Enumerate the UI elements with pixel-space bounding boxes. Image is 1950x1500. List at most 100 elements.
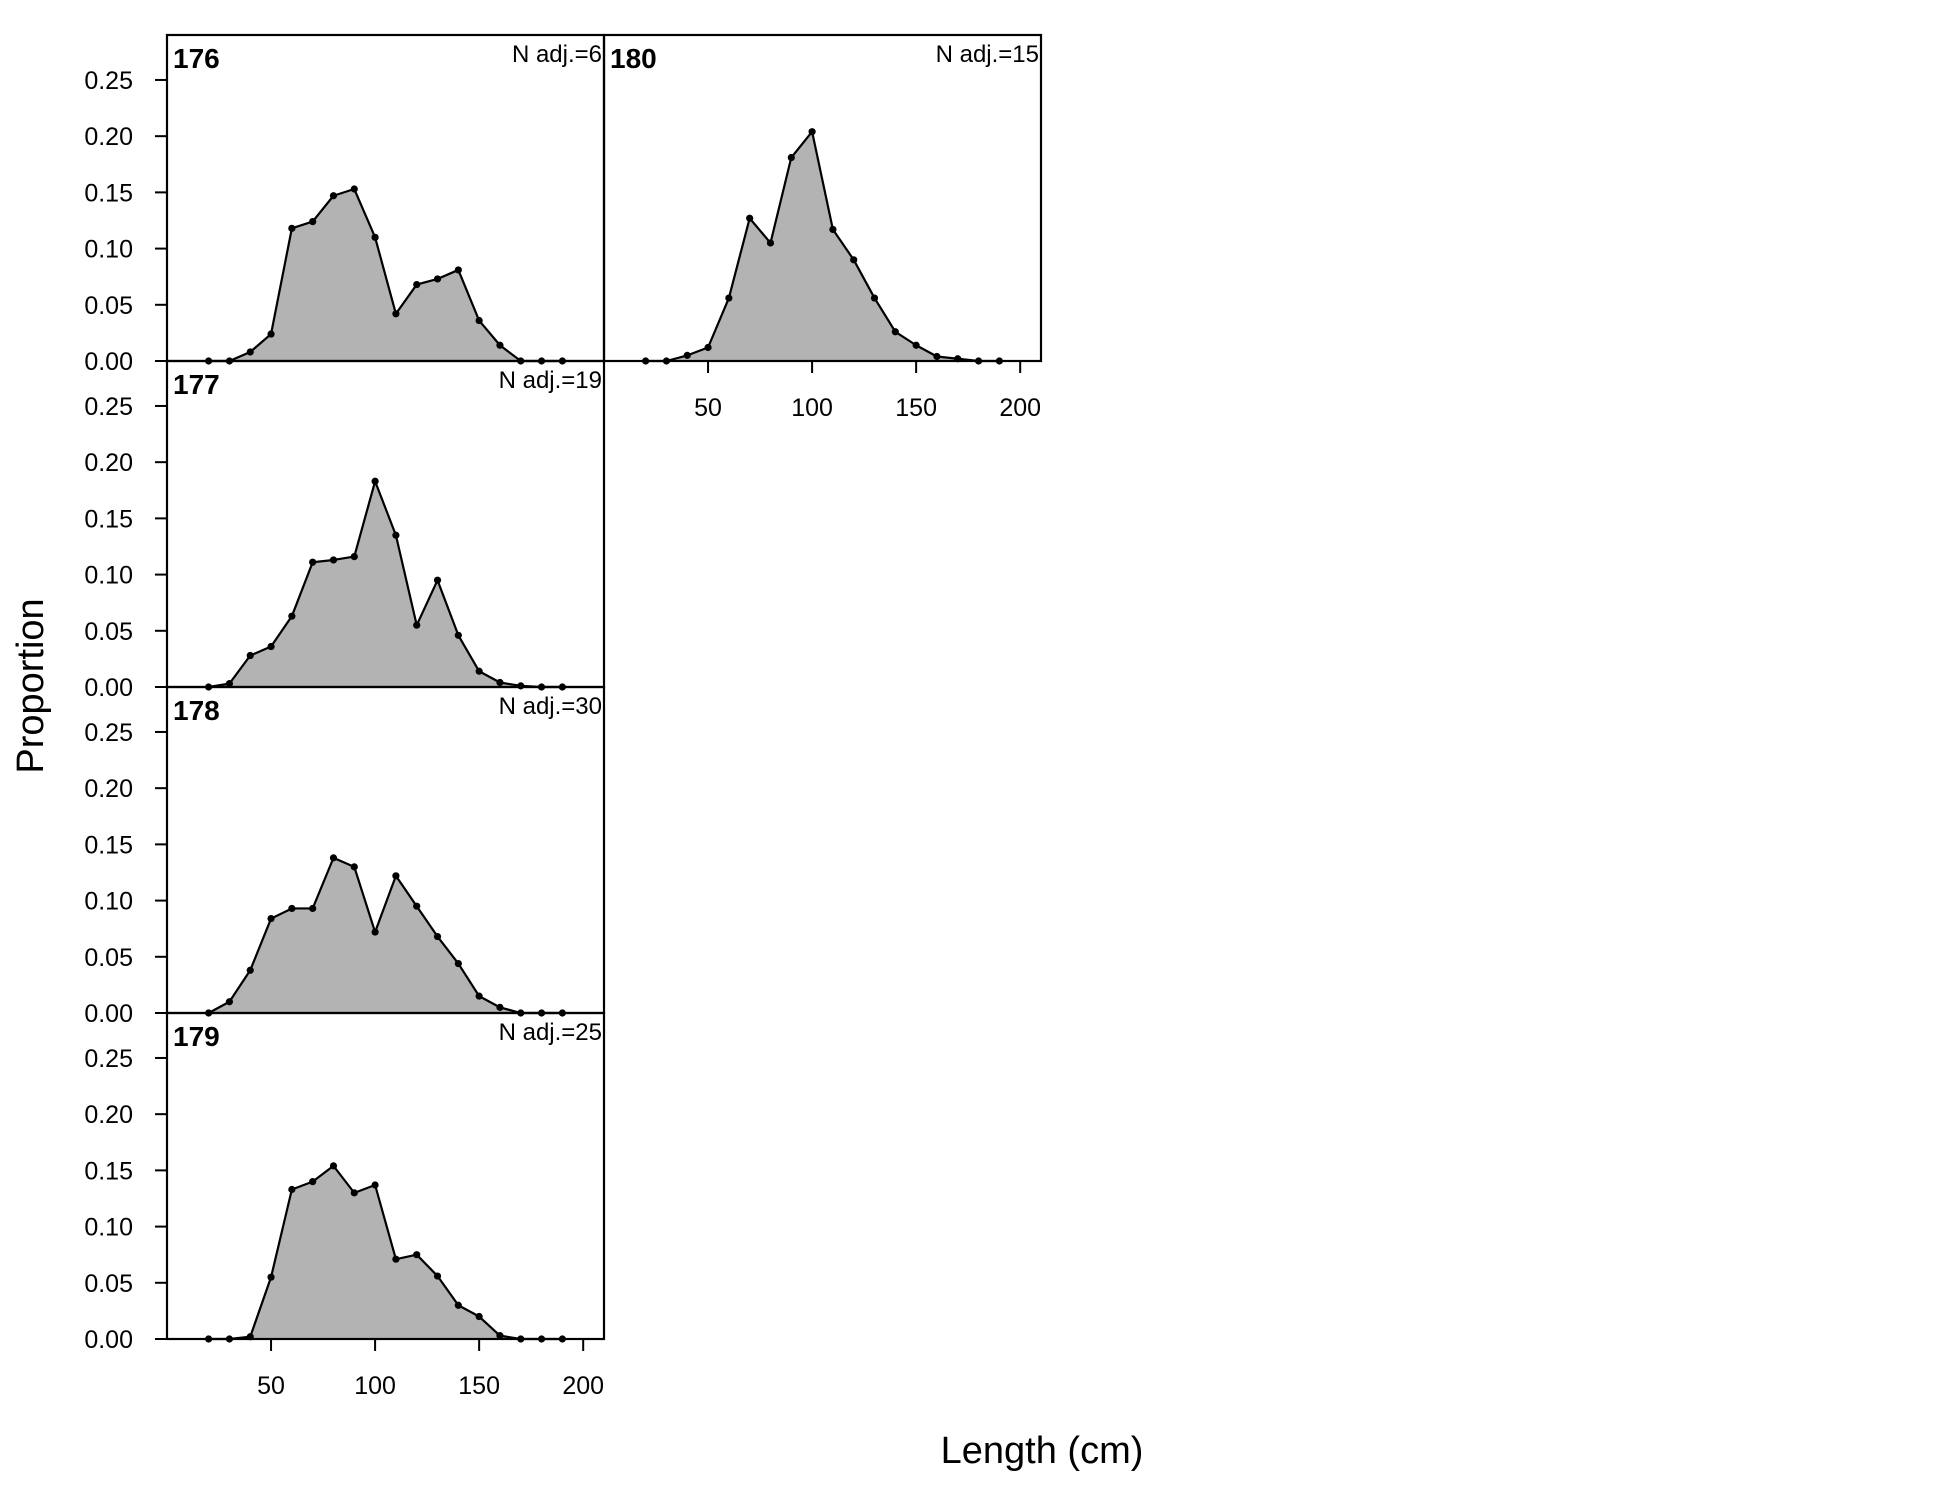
y-tick-label: 0.10 [84, 1214, 133, 1242]
data-point-180-80 [766, 239, 775, 247]
x-tick-label: 200 [562, 1372, 604, 1400]
data-point-177-140 [454, 631, 462, 639]
panel-179: 179 N adj.=25 0.00 0.05 0.10 0.15 0.20 0.25 50 10… [84, 1011, 606, 1400]
data-point-176-150 [475, 316, 483, 325]
data-point-179-130 [433, 1272, 442, 1280]
data-point-180-50 [704, 343, 712, 352]
y-tick-label: 0.15 [84, 505, 133, 533]
area-fill-177 [208, 481, 563, 687]
y-tick-label: 0.20 [84, 123, 133, 151]
data-point-180-160 [933, 352, 941, 361]
data-point-179-160 [496, 1332, 504, 1340]
y-tick-label: 0.25 [84, 719, 133, 747]
panel-n-label: N adj.=6 [512, 41, 602, 68]
data-point-179-110 [392, 1255, 400, 1263]
data-point-177-30 [225, 680, 234, 688]
area-fill-176 [208, 189, 563, 361]
y-tick-label: 0.10 [84, 888, 133, 916]
data-point-177-80 [329, 556, 338, 564]
area-fill-179 [208, 1165, 563, 1339]
data-point-177-60 [288, 612, 296, 620]
area-fill-178 [208, 857, 563, 1013]
data-point-178-100 [371, 928, 379, 936]
data-point-176-100 [371, 233, 379, 241]
y-tick-label: 0.00 [84, 1000, 133, 1028]
data-point-178-50 [267, 914, 275, 923]
y-axis-title: Proportion [10, 598, 52, 773]
data-point-178-80 [329, 854, 338, 862]
data-point-179-50 [267, 1273, 275, 1281]
x-tick-label: 50 [694, 394, 722, 422]
y-tick-label: 0.15 [84, 179, 133, 207]
panel-n-label: N adj.=30 [499, 693, 602, 720]
data-point-178-30 [225, 998, 234, 1006]
panel-178: 178 N adj.=30 0.00 0.05 0.10 0.15 0.20 0.25 [84, 685, 606, 1028]
data-point-177-100 [371, 477, 379, 485]
panel-177: 177 N adj.=19 0.00 0.05 0.10 0.15 0.20 0.25 [84, 359, 606, 702]
y-tick-label: 0.25 [84, 1045, 133, 1073]
data-point-178-110 [392, 872, 400, 880]
data-point-176-60 [288, 224, 296, 232]
data-point-178-150 [475, 992, 483, 1000]
data-point-176-130 [433, 275, 442, 283]
data-point-180-120 [850, 256, 858, 264]
x-tick-label: 50 [257, 1372, 285, 1400]
y-tick-label: 0.05 [84, 944, 133, 972]
data-point-179-140 [454, 1301, 462, 1309]
panel-n-label: N adj.=15 [936, 41, 1039, 68]
panel-id-label: 176 [173, 43, 220, 74]
panel-180: 180 N adj.=15 50 100 150 200 [602, 33, 1043, 422]
data-point-178-90 [350, 863, 358, 871]
y-tick-label: 0.25 [84, 67, 133, 95]
x-tick-label: 200 [999, 394, 1041, 422]
panel-n-label: N adj.=19 [499, 367, 602, 394]
data-point-179-150 [475, 1312, 483, 1321]
data-point-179-100 [371, 1181, 379, 1189]
panel-176: 176 N adj.=6 0.00 0.05 0.10 0.15 0.20 0.25 [84, 33, 606, 376]
data-point-177-40 [246, 651, 254, 660]
area-fill-180 [645, 131, 1000, 361]
data-point-178-40 [246, 966, 254, 974]
data-point-176-80 [329, 192, 338, 200]
y-tick-label: 0.10 [84, 562, 133, 590]
panel-id-label: 180 [610, 43, 657, 74]
panels-layer: 176 N adj.=6 0.00 0.05 0.10 0.15 0.20 0.25 177 N … [84, 33, 1043, 1400]
data-point-179-90 [350, 1189, 358, 1197]
panel-frame-179 [165, 1011, 606, 1341]
data-point-179-120 [413, 1251, 421, 1259]
data-point-180-40 [683, 351, 691, 359]
data-point-176-40 [246, 348, 254, 356]
data-point-177-120 [413, 621, 421, 629]
data-point-177-170 [517, 682, 525, 690]
y-tick-label: 0.10 [84, 236, 133, 264]
x-tick-label: 100 [791, 394, 833, 422]
panel-id-label: 178 [173, 695, 220, 726]
y-tick-label: 0.20 [84, 449, 133, 477]
panel-frame-180 [602, 33, 1043, 363]
data-point-178-70 [309, 904, 317, 913]
data-point-180-70 [746, 214, 754, 222]
data-point-180-100 [808, 128, 816, 136]
y-tick-label: 0.15 [84, 1157, 133, 1185]
data-point-176-140 [454, 266, 462, 274]
data-point-176-50 [267, 330, 275, 338]
panel-n-label: N adj.=25 [499, 1019, 602, 1046]
data-point-180-150 [912, 341, 920, 349]
y-tick-label: 0.05 [84, 618, 133, 646]
data-point-179-60 [288, 1185, 296, 1194]
data-point-180-130 [870, 294, 879, 302]
data-point-176-90 [350, 185, 358, 193]
panel-id-label: 177 [173, 369, 220, 400]
data-point-180-60 [725, 294, 733, 302]
x-tick-label: 100 [354, 1372, 396, 1400]
y-tick-label: 0.15 [84, 831, 133, 859]
x-axis-title: Length (cm) [941, 1430, 1144, 1472]
y-tick-label: 0.00 [84, 674, 133, 702]
y-tick-label: 0.20 [84, 775, 133, 803]
data-point-176-120 [413, 280, 421, 289]
data-point-180-90 [787, 153, 795, 162]
y-tick-label: 0.20 [84, 1101, 133, 1129]
data-point-177-70 [309, 558, 317, 566]
data-point-177-50 [267, 642, 275, 651]
